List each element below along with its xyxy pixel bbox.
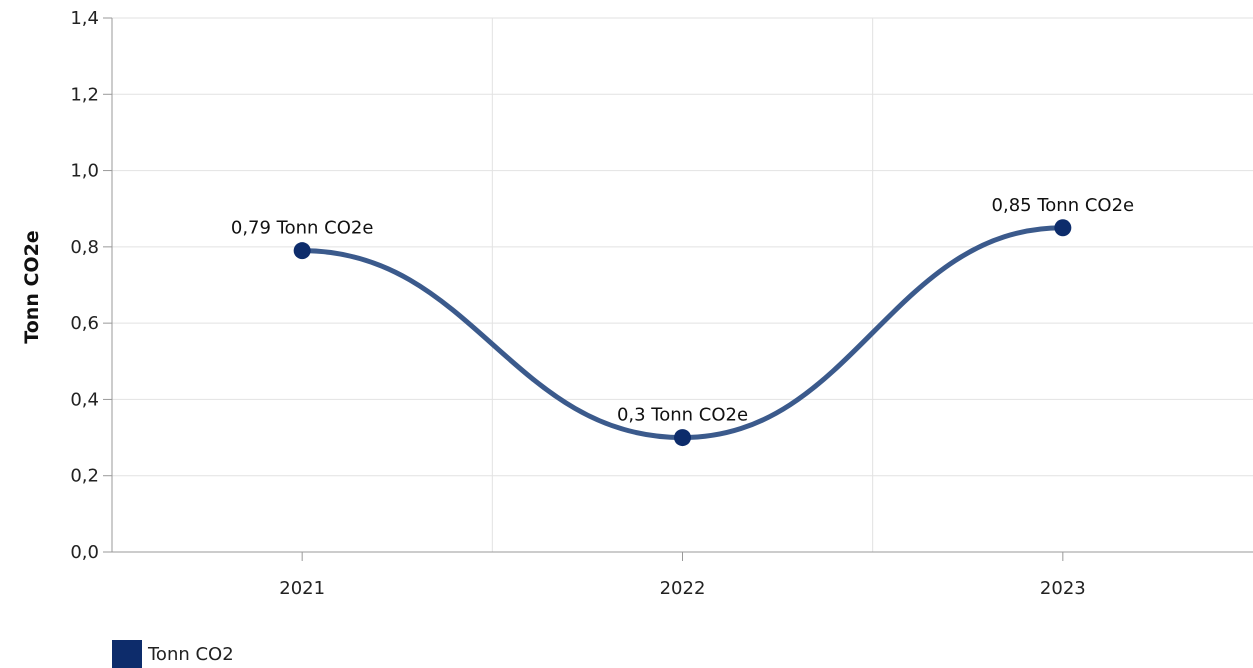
legend-label: Tonn CO2 bbox=[148, 643, 234, 665]
y-tick-label: 1,4 bbox=[70, 8, 99, 29]
x-tick-label: 2022 bbox=[660, 578, 706, 599]
legend-swatch bbox=[112, 640, 142, 668]
series-line bbox=[293, 219, 1072, 447]
legend[interactable]: Tonn CO2 bbox=[112, 640, 234, 668]
y-tick-label: 1,2 bbox=[70, 84, 99, 105]
y-tick-label: 0,8 bbox=[70, 237, 99, 258]
data-label: 0,79 Tonn CO2e bbox=[231, 218, 374, 239]
y-axis-title: Tonn CO2e bbox=[21, 230, 43, 343]
x-tick-label: 2023 bbox=[1040, 578, 1086, 599]
data-labels: 0,79 Tonn CO2e 0,3 Tonn CO2e 0,85 Tonn CO2… bbox=[231, 195, 1134, 426]
y-axis-ticks: 0,0 0,2 0,4 0,6 0,8 1,0 1,2 1,4 bbox=[70, 8, 112, 563]
y-tick-label: 0,2 bbox=[70, 466, 99, 487]
y-tick-label: 0,0 bbox=[70, 542, 99, 563]
x-axis-ticks: 2021 2022 2023 bbox=[279, 552, 1086, 599]
axes bbox=[111, 18, 1253, 553]
data-point bbox=[293, 242, 311, 260]
data-label: 0,3 Tonn CO2e bbox=[617, 405, 748, 426]
y-tick-label: 0,6 bbox=[70, 313, 99, 334]
line-chart: 0,0 0,2 0,4 0,6 0,8 1,0 1,2 1,4 2021 2022 2023 To… bbox=[21, 8, 1253, 599]
data-point bbox=[1054, 219, 1072, 237]
x-tick-label: 2021 bbox=[279, 578, 325, 599]
data-point bbox=[674, 429, 691, 447]
grid-lines bbox=[112, 17, 1253, 552]
y-tick-label: 0,4 bbox=[70, 389, 99, 410]
data-label: 0,85 Tonn CO2e bbox=[992, 195, 1135, 216]
y-tick-label: 1,0 bbox=[70, 161, 99, 182]
